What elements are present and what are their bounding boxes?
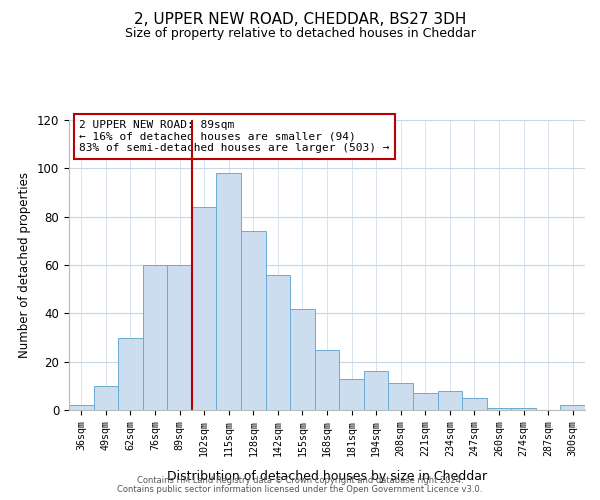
Bar [487, 408, 511, 410]
Bar [143, 265, 167, 410]
Bar [560, 405, 585, 410]
Bar [290, 308, 315, 410]
Bar [413, 393, 437, 410]
Y-axis label: Number of detached properties: Number of detached properties [19, 172, 31, 358]
Bar [167, 265, 192, 410]
X-axis label: Distribution of detached houses by size in Cheddar: Distribution of detached houses by size … [167, 470, 487, 482]
Bar [217, 173, 241, 410]
Text: Contains public sector information licensed under the Open Government Licence v3: Contains public sector information licen… [118, 485, 482, 494]
Text: Size of property relative to detached houses in Cheddar: Size of property relative to detached ho… [125, 28, 475, 40]
Text: Contains HM Land Registry data © Crown copyright and database right 2024.: Contains HM Land Registry data © Crown c… [137, 476, 463, 485]
Bar [315, 350, 339, 410]
Text: 2 UPPER NEW ROAD: 89sqm
← 16% of detached houses are smaller (94)
83% of semi-de: 2 UPPER NEW ROAD: 89sqm ← 16% of detache… [79, 120, 390, 153]
Bar [94, 386, 118, 410]
Bar [241, 231, 266, 410]
Bar [364, 372, 388, 410]
Bar [192, 207, 217, 410]
Bar [388, 384, 413, 410]
Bar [462, 398, 487, 410]
Text: 2, UPPER NEW ROAD, CHEDDAR, BS27 3DH: 2, UPPER NEW ROAD, CHEDDAR, BS27 3DH [134, 12, 466, 28]
Bar [511, 408, 536, 410]
Bar [437, 390, 462, 410]
Bar [69, 405, 94, 410]
Bar [118, 338, 143, 410]
Bar [339, 378, 364, 410]
Bar [266, 274, 290, 410]
